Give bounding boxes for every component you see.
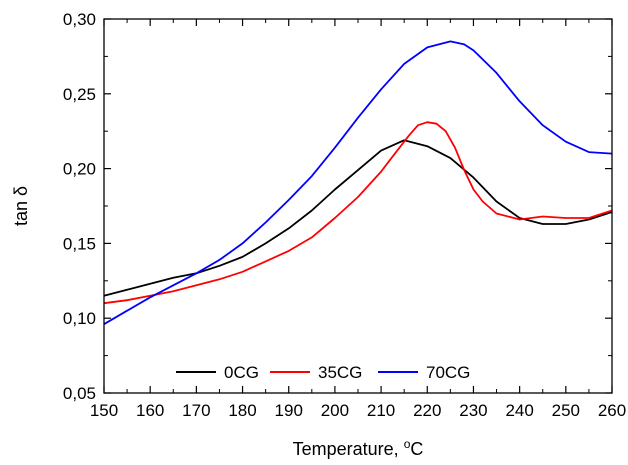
x-tick-label: 250 bbox=[552, 401, 580, 420]
y-tick-label: 0,30 bbox=[63, 10, 96, 29]
x-tick-label: 220 bbox=[413, 401, 441, 420]
y-axis-title: tan δ bbox=[11, 186, 31, 226]
x-tick-label: 150 bbox=[90, 401, 118, 420]
series-line-70CG bbox=[103, 40, 613, 325]
plot-lines bbox=[103, 40, 613, 325]
x-tick-label: 190 bbox=[275, 401, 303, 420]
y-axis-ticks: 0,05 0,10 0,15 0,20 0,25 0,30 bbox=[63, 10, 612, 403]
x-tick-label: 230 bbox=[459, 401, 487, 420]
x-axis-ticks: 150 160 170 180 190 200 210 220 230 240 250 260 bbox=[90, 19, 626, 420]
y-tick-label: 0,20 bbox=[63, 160, 96, 179]
y-tick-label: 0,15 bbox=[63, 234, 96, 253]
y-tick-label: 0,05 bbox=[63, 384, 96, 403]
x-axis-title-superscript: o bbox=[404, 437, 411, 451]
x-tick-label: 240 bbox=[505, 401, 533, 420]
x-tick-label: 210 bbox=[367, 401, 395, 420]
x-axis-title: Temperature, oC bbox=[293, 437, 424, 459]
plot-frame bbox=[103, 18, 613, 394]
x-tick-label: 260 bbox=[598, 401, 626, 420]
x-tick-label: 200 bbox=[321, 401, 349, 420]
y-tick-label: 0,10 bbox=[63, 309, 96, 328]
series-line-0CG bbox=[103, 139, 613, 297]
series-line-35CG bbox=[103, 121, 613, 305]
x-axis-title-main: Temperature, bbox=[293, 439, 404, 459]
y-tick-label: 0,25 bbox=[63, 85, 96, 104]
legend-label-0CG: 0CG bbox=[224, 363, 259, 382]
legend: 0CG 35CG 70CG bbox=[176, 363, 470, 382]
legend-label-35CG: 35CG bbox=[318, 363, 362, 382]
x-tick-label: 160 bbox=[136, 401, 164, 420]
x-tick-label: 170 bbox=[182, 401, 210, 420]
legend-label-70CG: 70CG bbox=[426, 363, 470, 382]
x-axis-title-unit: C bbox=[410, 439, 423, 459]
x-tick-label: 180 bbox=[228, 401, 256, 420]
